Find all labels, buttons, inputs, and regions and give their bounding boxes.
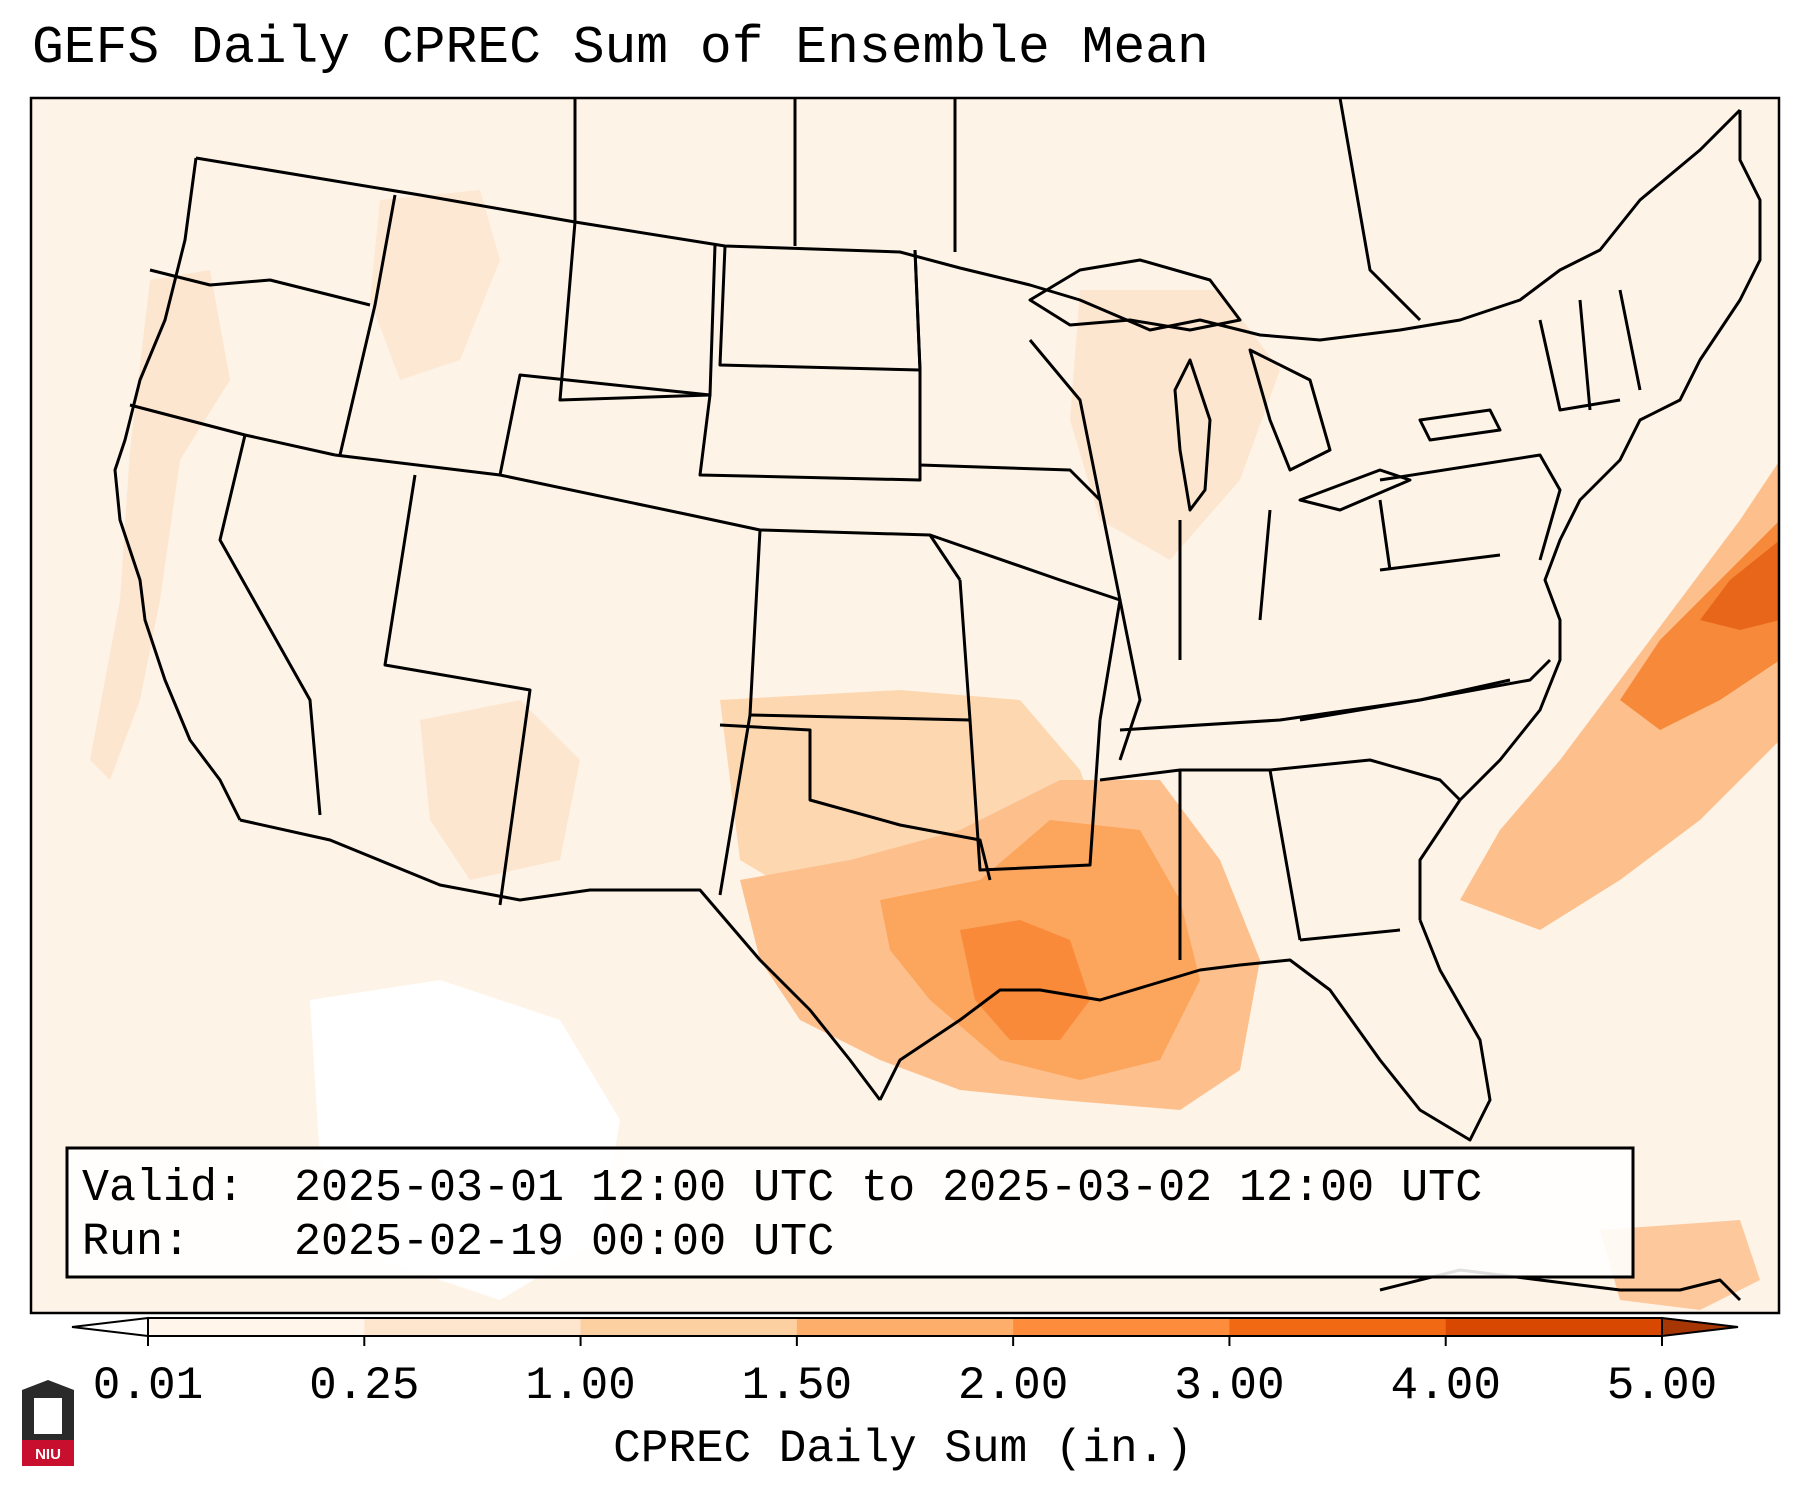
colorbar-tick-label: 5.00 [1607,1360,1717,1412]
state-border-ut-az [383,474,532,906]
info-run-label: Run: [82,1217,190,1268]
precip-patch-rockies [370,190,500,380]
state-border-mt-dakotas [558,221,717,402]
precip-patch-southwest [420,700,580,880]
lake-ontario [1418,408,1502,442]
lake-huron [1248,348,1332,472]
colorbar-segment [796,1318,1014,1336]
gulf-coast [878,919,1492,1142]
precip-patch-caribbean [1600,1220,1760,1310]
boundaries [113,98,1762,1302]
canada-province-borders [573,98,1422,322]
precip-band-atlantic [1460,461,1779,930]
lake-michigan [1173,358,1212,512]
state-border-ok-tx [719,723,992,881]
precip-field [90,190,1779,1310]
state-border-new-england [1538,289,1642,412]
niu-logo-tower-icon [34,1398,62,1434]
state-border-ia-mo [929,533,1122,721]
colorbar-extend-low [71,1316,149,1338]
colorbar-segment [1229,1318,1447,1336]
colorbar-tick-label: 0.01 [93,1360,203,1412]
colorbar-segment [1013,1318,1230,1336]
us-west-coast [113,157,242,821]
info-run-value: 2025-02-19 00:00 UTC [294,1217,834,1268]
info-box: Valid: 2025-03-01 12:00 UTC to 2025-03-0… [65,1146,1635,1279]
info-valid-value: 2025-03-01 12:00 UTC to 2025-03-02 12:00… [294,1163,1482,1214]
mexico-border [239,818,882,1101]
map-frame [29,96,1781,1315]
map-title: GEFS Daily CPREC Sum of Ensemble Mean [32,18,1209,78]
colorbar-tick-label: 0.25 [309,1360,419,1412]
colorbar-extend-high [1661,1316,1739,1338]
colorbar-segment [364,1318,582,1336]
state-border-wi-il [1028,339,1142,761]
state-border-nv [218,434,322,816]
colorbar-segment [1445,1318,1663,1336]
niu-logo: NIU [22,1380,74,1466]
colorbar-tick-label: 1.50 [742,1360,852,1412]
canada-border [195,108,1742,342]
map-panel [31,98,1779,1313]
precip-band-gulf-max [960,920,1090,1040]
lake-erie [1298,468,1412,512]
state-border-ga-sc [1269,758,1462,942]
east-coast [1418,110,1762,920]
state-border-wa-or [149,268,371,307]
colorbar-outline [147,1317,1663,1337]
precip-band-atlantic-max [1700,540,1779,630]
colorbar-segment [580,1318,798,1336]
state-border-tn-ky [1119,678,1511,732]
colorbar-tick-label: 1.00 [525,1360,635,1412]
info-box-frame [65,1146,1635,1279]
state-border-wy [334,373,711,477]
state-border-mn-ia [913,249,1102,502]
colorbar-segment [148,1318,365,1336]
colorbar-tick-label: 4.00 [1391,1360,1501,1412]
info-valid-label: Valid: [82,1163,244,1214]
colorbar-tick-label: 3.00 [1174,1360,1284,1412]
precip-patch-west-coast [90,270,230,780]
lake-superior [1028,258,1242,332]
state-border-oh-in [1178,499,1392,660]
colorbar-tick-label: 2.00 [958,1360,1068,1412]
state-border-nc-va [1299,658,1552,722]
state-border-id-mt [338,194,397,456]
colorbar: 0.01 0.25 1.00 1.50 2.00 3.00 4.00 5.00 [71,1316,1739,1412]
niu-logo-band [22,1440,74,1466]
precip-patch-great-lakes [1070,290,1280,560]
colorbar-label: CPREC Daily Sum (in.) [613,1423,1193,1475]
niu-logo-text: NIU [35,1446,61,1463]
state-border-ar-la [968,719,1102,872]
state-border-pa-ny [1379,453,1562,572]
